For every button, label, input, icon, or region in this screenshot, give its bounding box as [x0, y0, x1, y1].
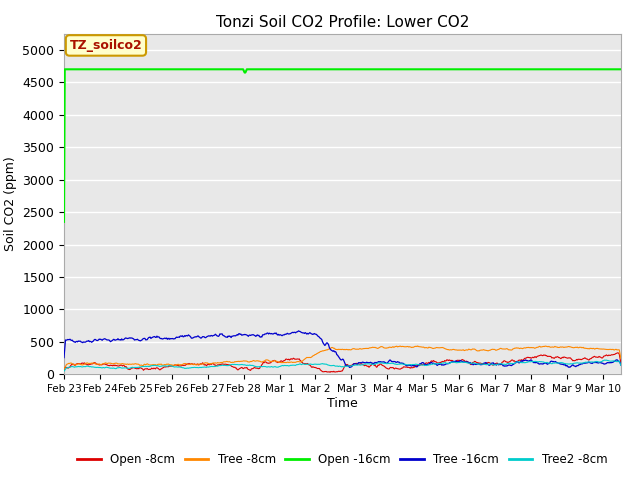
Y-axis label: Soil CO2 (ppm): Soil CO2 (ppm) [4, 156, 17, 252]
X-axis label: Time: Time [327, 397, 358, 410]
Title: Tonzi Soil CO2 Profile: Lower CO2: Tonzi Soil CO2 Profile: Lower CO2 [216, 15, 469, 30]
Text: TZ_soilco2: TZ_soilco2 [70, 39, 142, 52]
Legend: Open -8cm, Tree -8cm, Open -16cm, Tree -16cm, Tree2 -8cm: Open -8cm, Tree -8cm, Open -16cm, Tree -… [73, 448, 612, 471]
